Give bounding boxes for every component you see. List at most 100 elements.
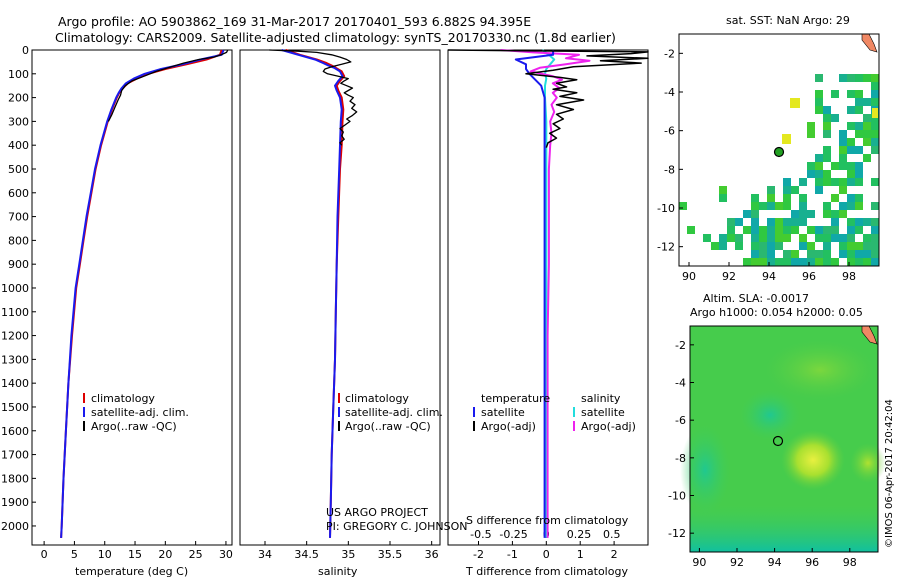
difference-xtick-label: -1	[507, 548, 518, 561]
legend-label-climatology: climatology	[345, 392, 409, 405]
sst-cell	[855, 90, 863, 98]
sst-cell	[783, 234, 791, 242]
temperature-ytick-label: 700	[8, 211, 29, 224]
temperature-ytick-label: 1100	[1, 306, 29, 319]
difference-xlabel-top: S difference from climatology	[466, 514, 629, 527]
sst-cell	[767, 218, 775, 226]
sst-cell	[855, 146, 863, 154]
sst-cell	[767, 226, 775, 234]
sst-cell	[863, 130, 871, 138]
salinity-xtick-label: 35	[341, 548, 355, 561]
sst-xtick-label: 96	[802, 270, 816, 283]
sst-cell	[847, 162, 855, 170]
sst-cell	[847, 250, 855, 258]
temperature-xtick-label: 0	[41, 548, 48, 561]
sst-cell	[759, 202, 767, 210]
difference-xtick-label: 1	[577, 548, 584, 561]
sst-cell	[855, 106, 863, 114]
sst-cell	[855, 258, 863, 266]
sst-cell	[815, 226, 823, 234]
sst-cell	[863, 258, 871, 266]
sst-cell	[855, 74, 863, 82]
sst-map-ticks: 90 92 94 96 98 -2 -4 -6 -8 -10 -12	[657, 47, 856, 283]
sst-cell	[823, 130, 831, 138]
temperature-ytick-label: 800	[8, 234, 29, 247]
sst-cell	[815, 162, 823, 170]
temperature-xtick-label: 20	[158, 548, 172, 561]
sst-cell	[727, 226, 735, 234]
difference-axes-frame	[447, 49, 649, 546]
sst-cell	[831, 90, 839, 98]
diff-s-argo-line	[500, 49, 591, 538]
sst-cell	[823, 154, 831, 162]
sst-cell	[823, 178, 831, 186]
salinity-xtick-label: 34	[258, 548, 272, 561]
sst-cell	[751, 250, 759, 258]
sst-cell	[799, 218, 807, 226]
sst-cell	[871, 122, 879, 130]
salinity-argo-line	[269, 49, 358, 146]
sst-cell	[719, 234, 727, 242]
sst-ytick-label: -8	[664, 163, 675, 176]
sst-ytick-label: -12	[657, 241, 675, 254]
difference-xtick-label: 2	[611, 548, 618, 561]
sst-cell-warm	[790, 98, 800, 108]
sst-cell	[855, 98, 863, 106]
sst-cell	[791, 218, 799, 226]
sst-cell	[807, 242, 815, 250]
temperature-ytick-label: 1600	[1, 425, 29, 438]
temperature-xtick-label: 30	[219, 548, 233, 561]
sst-cell	[791, 226, 799, 234]
temperature-ytick-label: 400	[8, 139, 29, 152]
temperature-ytick-label: 100	[8, 68, 29, 81]
sst-cell	[807, 210, 815, 218]
sst-cell	[759, 242, 767, 250]
sst-cell	[807, 258, 815, 266]
sst-xtick-label: 98	[842, 270, 856, 283]
difference-legend: temperature satellite Argo(-adj) salinit…	[473, 392, 636, 433]
legend-label-satellite: satellite-adj. clim.	[91, 406, 189, 419]
salinity-panel: 34 34.5 35 35.5 36 salinity climatology sate…	[239, 49, 467, 578]
sst-cell	[687, 226, 695, 234]
temperature-satellite-line	[60, 49, 225, 538]
sst-cell	[783, 194, 791, 202]
sst-map-frame	[678, 33, 880, 267]
sst-ytick-label: -2	[664, 47, 675, 60]
sla-ytick-label: -4	[675, 377, 686, 390]
sst-cell	[807, 250, 815, 258]
sla-teal-west	[680, 425, 730, 515]
sst-cell	[823, 258, 831, 266]
sst-cell	[839, 250, 847, 258]
sla-mid-band	[765, 340, 875, 400]
sst-cell	[775, 226, 783, 234]
sla-argo-marker	[772, 435, 784, 447]
sst-map-title: sat. SST: NaN Argo: 29	[726, 14, 850, 27]
sst-cell	[751, 218, 759, 226]
sst-xtick-label: 94	[762, 270, 776, 283]
legend-group-salinity: salinity	[581, 392, 621, 405]
salinity-series	[269, 49, 358, 538]
sst-cell	[799, 258, 807, 266]
sst-cell	[815, 170, 823, 178]
temperature-ytick-label: 1700	[1, 449, 29, 462]
sst-cells	[679, 74, 879, 266]
sst-cell	[767, 186, 775, 194]
sst-cell	[815, 154, 823, 162]
sst-cell	[759, 258, 767, 266]
temperature-axes-frame	[31, 49, 233, 546]
sst-cell	[871, 146, 879, 154]
sst-cell	[871, 74, 879, 82]
sst-cell	[767, 258, 775, 266]
sst-cell	[847, 218, 855, 226]
difference-xtick-label: 0	[543, 548, 550, 561]
sst-cell	[855, 218, 863, 226]
temperature-series	[60, 49, 229, 538]
sst-cell	[871, 226, 879, 234]
sst-cell	[847, 138, 855, 146]
temperature-ticks: 0 5 10 15 20 25 300100200300400500600700800900…	[1, 44, 233, 561]
sst-cell	[815, 178, 823, 186]
sst-cell	[839, 202, 847, 210]
sla-xtick-label: 90	[692, 556, 706, 569]
sst-cell	[831, 258, 839, 266]
difference-xlabel: T difference from climatology	[465, 565, 628, 578]
